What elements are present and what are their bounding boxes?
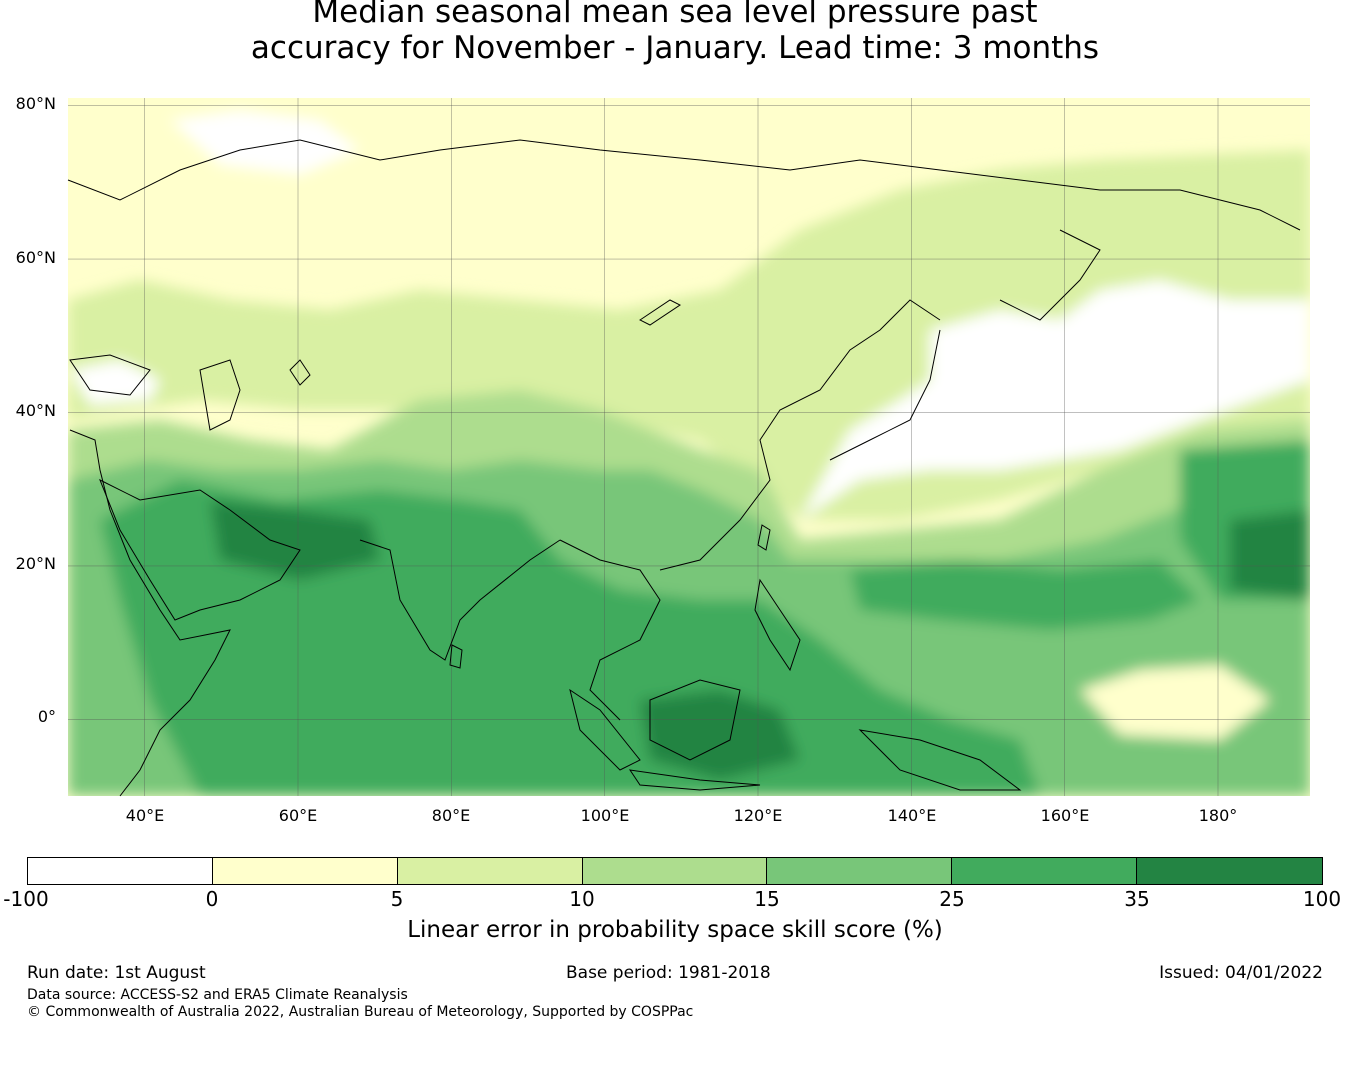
- coastlines: [67, 139, 1301, 797]
- base-period: Base period: 1981-2018: [566, 963, 771, 983]
- lon-label-40e: 40°E: [125, 806, 165, 825]
- lat-label-20n: 20°N: [15, 554, 56, 573]
- lon-label-120e: 120°E: [733, 806, 783, 825]
- coast-philippines: [754, 578, 801, 672]
- colorbar-label: Linear error in probability space skill …: [407, 917, 943, 943]
- colorbar-segment: [397, 858, 583, 884]
- colorbar: [27, 857, 1323, 885]
- title-line-1: Median seasonal mean sea level pressure …: [312, 0, 1038, 30]
- band-35-100-pacific: [1230, 510, 1310, 600]
- band-neg-caspian: [70, 360, 160, 405]
- colorbar-tick: 10: [569, 887, 595, 911]
- lat-label-60n: 60°N: [15, 248, 56, 267]
- coast-china: [659, 299, 941, 571]
- coast-black-sea: [69, 354, 151, 396]
- colorbar-tick: 5: [390, 887, 404, 911]
- coast-arabia: [99, 478, 301, 621]
- lon-label-60e: 60°E: [278, 806, 318, 825]
- coast-borneo: [649, 679, 741, 761]
- lon-label-140e: 140°E: [887, 806, 937, 825]
- coast-japan: [829, 329, 941, 461]
- colorbar-tick: -100: [3, 887, 49, 911]
- coast-sumatra: [569, 688, 641, 771]
- lon-label-100e: 100°E: [580, 806, 630, 825]
- coast-caspian: [199, 359, 241, 431]
- colorbar-segment: [952, 858, 1138, 884]
- field-shading: [68, 110, 1310, 796]
- band-0-5-equatorial: [1080, 665, 1270, 740]
- band-35-100-borneo: [640, 690, 800, 780]
- band-25-35-central: [850, 560, 1200, 630]
- lon-label-180: 180°: [1198, 806, 1238, 825]
- chart-title: Median seasonal mean sea level pressure …: [0, 0, 1350, 66]
- coast-indochina: [559, 539, 661, 721]
- lon-label-160e: 160°E: [1040, 806, 1090, 825]
- coast-lake-baikal: [639, 299, 681, 326]
- coast-africa-east: [69, 429, 231, 797]
- gridlines: [68, 98, 1310, 796]
- band-35-100-arabia: [210, 500, 380, 580]
- colorbar-tick: 15: [754, 887, 780, 911]
- issued-date: Issued: 04/01/2022: [1159, 963, 1323, 983]
- coast-arctic: [67, 139, 1301, 231]
- colorbar-tick: 25: [939, 887, 965, 911]
- coast-sri-lanka: [449, 644, 463, 669]
- coast-india: [359, 539, 561, 661]
- colorbar-tick: 0: [205, 887, 219, 911]
- data-source: Data source: ACCESS-S2 and ERA5 Climate …: [27, 987, 408, 1003]
- colorbar-tick: 35: [1124, 887, 1150, 911]
- coast-taiwan: [757, 524, 771, 551]
- coast-kamchatka: [999, 229, 1101, 321]
- colorbar-segment: [212, 858, 398, 884]
- coast-java: [628, 769, 761, 791]
- map-field: [68, 98, 1310, 796]
- lon-label-80e: 80°E: [431, 806, 471, 825]
- coast-new-guinea: [858, 729, 1022, 791]
- colorbar-segment: [1137, 858, 1322, 884]
- lat-label-80n: 80°N: [15, 94, 56, 113]
- title-line-2: accuracy for November - January. Lead ti…: [250, 30, 1100, 66]
- copyright: © Commonwealth of Australia 2022, Austra…: [27, 1004, 694, 1020]
- colorbar-segment: [767, 858, 953, 884]
- lat-label-40n: 40°N: [15, 401, 56, 420]
- colorbar-tick: 100: [1302, 887, 1342, 911]
- lat-label-eq: 0°: [37, 707, 56, 726]
- coast-lake-balkhash: [289, 359, 311, 386]
- colorbar-segment: [28, 858, 213, 884]
- band-neg-arctic: [170, 110, 360, 175]
- band-neg-pacific: [800, 280, 1310, 520]
- colorbar-segment: [582, 858, 768, 884]
- run-date: Run date: 1st August: [27, 963, 206, 983]
